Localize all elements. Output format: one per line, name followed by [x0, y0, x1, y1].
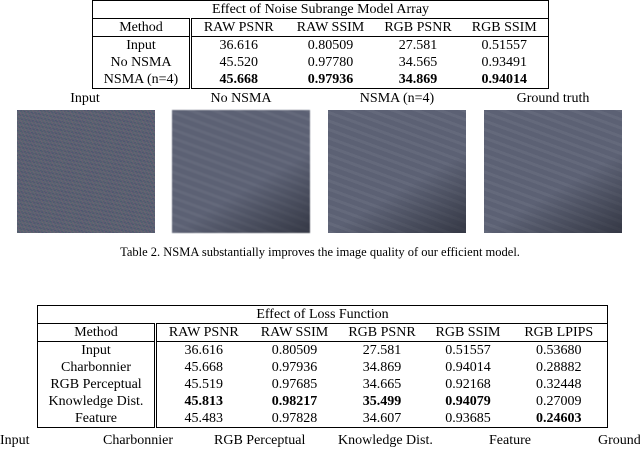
- cell: Input: [37, 341, 157, 359]
- cell: 27.581: [362, 343, 402, 358]
- image-no-nsma: [172, 110, 310, 233]
- cell: 0.94079: [445, 394, 491, 409]
- cell: NSMA (n=4): [92, 71, 192, 89]
- image-label: Input: [70, 91, 100, 106]
- caption: Table 2. NSMA substantially improves the…: [120, 245, 520, 259]
- cell: 0.97936: [271, 360, 318, 375]
- cell: Feature: [37, 410, 157, 428]
- cell: 0.28882: [536, 360, 582, 375]
- row: NSMA (n=4) 45.668 0.97936 34.869 0.94014: [92, 71, 549, 89]
- header-cell: RAW SSIM: [250, 323, 339, 342]
- cell: RGB Perceptual: [37, 376, 157, 393]
- title-row: Effect of Noise Subrange Model Array: [91, 0, 550, 19]
- cell: 45.483: [184, 411, 224, 426]
- image-label: Ground truth: [516, 91, 590, 106]
- bottom-label: Input: [0, 433, 30, 448]
- bottom-label: RGB Perceptual: [214, 433, 306, 448]
- header-cell: RAW SSIM: [285, 18, 376, 37]
- row: Charbonnier 45.668 0.97936 34.869 0.94014 0.2…: [37, 359, 608, 376]
- row: Input 36.616 0.80509 27.581 0.51557: [92, 36, 549, 54]
- row: No NSMA 45.520 0.97780 34.565 0.93491: [92, 54, 549, 71]
- header-cell: Method: [37, 323, 157, 342]
- header-cell: RGB LPIPS: [510, 323, 608, 342]
- cell: 0.27009: [536, 394, 582, 409]
- row: Knowledge Dist. 45.813 0.98217 35.499 0.9407…: [37, 393, 608, 410]
- cell: 34.607: [362, 411, 402, 426]
- cell: 0.80509: [307, 38, 354, 53]
- cell: 36.616: [219, 38, 259, 53]
- cell: 0.32448: [536, 377, 582, 392]
- cell: 36.616: [184, 343, 224, 358]
- table-title: Effect of Noise Subrange Model Array: [91, 0, 550, 19]
- bottom-label: Knowledge Dist.: [338, 433, 433, 448]
- row: RGB Perceptual 45.519 0.97685 34.665 0.92168…: [37, 376, 608, 393]
- image-input: [17, 110, 155, 233]
- cell: 0.93685: [445, 411, 491, 426]
- cell: 0.80509: [271, 343, 318, 358]
- cell: No NSMA: [92, 54, 192, 71]
- cell: 0.51557: [445, 343, 491, 358]
- title-row: Effect of Loss Function: [36, 305, 609, 324]
- cell: 34.869: [362, 360, 402, 375]
- cell: 0.97780: [307, 55, 354, 70]
- header-cell: RGB SSIM: [425, 323, 511, 342]
- cell: Charbonnier: [37, 359, 157, 376]
- table-title: Effect of Loss Function: [36, 305, 609, 324]
- image-label: NSMA (n=4): [359, 91, 435, 106]
- cell: 0.53680: [536, 343, 582, 358]
- header-cell: RAW PSNR: [190, 18, 286, 37]
- table: Effect of Noise Subrange Model Array Meth…: [91, 0, 550, 89]
- header-cell: RGB SSIM: [460, 18, 549, 37]
- cell: 45.519: [184, 377, 224, 392]
- cell: 0.94014: [481, 72, 528, 87]
- header-cell: Method: [92, 18, 192, 37]
- cell: 45.520: [219, 55, 259, 70]
- header-cell: RGB PSNR: [338, 323, 426, 342]
- cell: 34.869: [398, 72, 438, 87]
- cell: 34.665: [362, 377, 402, 392]
- cell: 0.97828: [271, 411, 318, 426]
- cell: 0.92168: [445, 377, 491, 392]
- cell: 0.24603: [536, 411, 582, 426]
- cell: 45.668: [219, 72, 259, 87]
- cell: 45.668: [184, 360, 224, 375]
- row: Feature 45.483 0.97828 34.607 0.93685 0.24603: [37, 410, 608, 428]
- cell: 0.94014: [445, 360, 491, 375]
- image-ground-truth: [484, 110, 622, 233]
- bottom-label: Ground: [598, 433, 640, 448]
- cell: Knowledge Dist.: [37, 393, 157, 410]
- image-nsma: [328, 110, 466, 233]
- bottom-label: Charbonnier: [103, 433, 173, 448]
- header-cell: RGB PSNR: [375, 18, 461, 37]
- cell: 35.499: [362, 394, 402, 409]
- cell: 0.51557: [481, 38, 528, 53]
- cell: 27.581: [398, 38, 438, 53]
- cell: 45.813: [184, 394, 224, 409]
- header-cell: RAW PSNR: [155, 323, 251, 342]
- cell: 0.97685: [271, 377, 318, 392]
- header-row: Method RAW PSNR RAW SSIM RGB PSNR RGB SSIM: [92, 18, 549, 37]
- bottom-label: Feature: [489, 433, 531, 448]
- row: Input 36.616 0.80509 27.581 0.51557 0.53680: [37, 341, 608, 359]
- table: Effect of Loss Function Method RAW PSNR RAW…: [36, 305, 609, 428]
- image-label: No NSMA: [210, 91, 272, 106]
- cell: Input: [92, 36, 192, 54]
- header-row: Method RAW PSNR RAW SSIM RGB PSNR RGB SSIM RG…: [37, 323, 608, 342]
- cell: 0.98217: [271, 394, 318, 409]
- cell: 34.565: [398, 55, 438, 70]
- cell: 0.93491: [481, 55, 528, 70]
- cell: 0.97936: [307, 72, 354, 87]
